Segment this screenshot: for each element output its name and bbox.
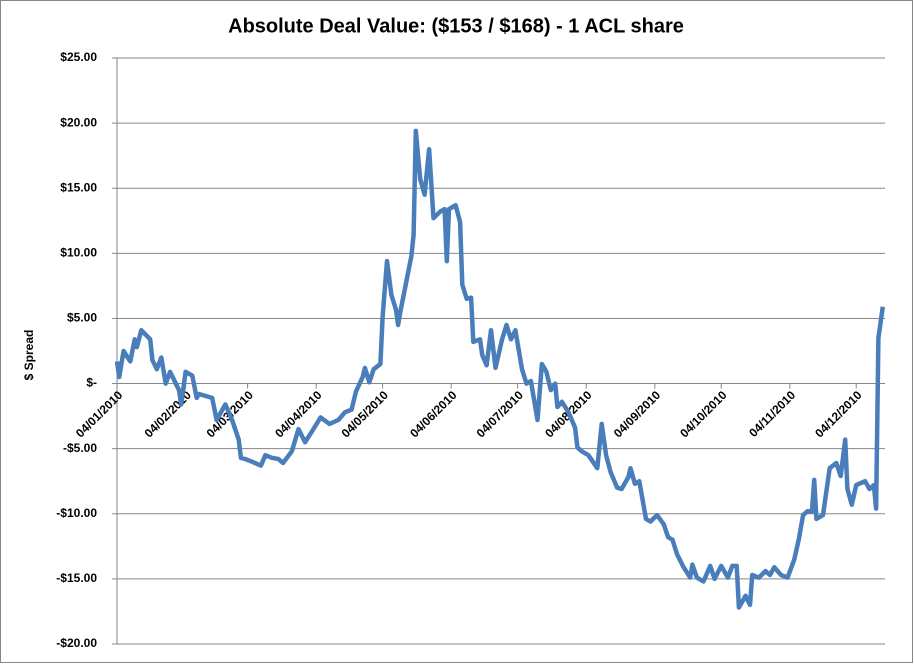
y-axis-label: $ Spread [22, 330, 36, 381]
y-tick-label: -$5.00 [63, 441, 97, 455]
y-tick-label: $20.00 [60, 115, 97, 129]
chart-title: Absolute Deal Value: ($153 / $168) - 1 A… [228, 15, 684, 37]
y-tick-label: -$10.00 [56, 506, 97, 520]
y-tick-label: $5.00 [67, 311, 97, 325]
y-tick-label: -$20.00 [56, 636, 97, 650]
y-tick-label: $- [86, 376, 97, 390]
y-tick-label: $15.00 [60, 180, 97, 194]
y-tick-label: $10.00 [60, 246, 97, 260]
data-line [114, 128, 886, 610]
y-tick-label: -$15.00 [56, 571, 97, 585]
y-tick-label: $25.00 [60, 50, 97, 64]
